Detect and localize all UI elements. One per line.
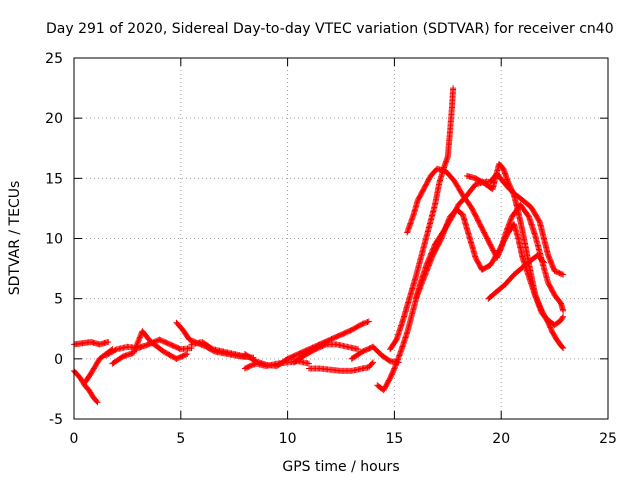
x-tick-label: 20: [492, 431, 510, 447]
y-tick-label: 25: [45, 51, 63, 67]
x-axis-label: GPS time / hours: [282, 459, 399, 475]
data-point: [560, 313, 567, 320]
data-point: [559, 314, 566, 321]
x-tick-label: 15: [385, 431, 403, 447]
data-point: [112, 346, 119, 353]
grid-lines: [74, 58, 608, 419]
y-tick-label: 0: [54, 352, 63, 368]
data-point: [560, 271, 567, 278]
data-point: [540, 259, 547, 266]
x-tick-label: 0: [70, 431, 79, 447]
data-point: [94, 399, 101, 406]
data-point: [560, 345, 567, 351]
data-point: [559, 344, 566, 351]
data-point: [355, 346, 362, 353]
x-tick-label: 5: [176, 431, 185, 447]
data-point: [105, 339, 112, 345]
y-tick-label: 5: [54, 292, 63, 308]
y-axis-ticks: -5 0 5 10 15 20 25: [45, 51, 608, 428]
data-point: [540, 258, 546, 265]
y-tick-label: -5: [49, 412, 63, 428]
data-point: [450, 85, 457, 92]
y-axis-label: SDTVAR / TECUs: [7, 181, 23, 296]
y-tick-label: 10: [45, 232, 63, 248]
x-axis-ticks: 0 5 10 15 20 25: [70, 58, 617, 447]
data-points: [71, 85, 567, 406]
data-point: [369, 360, 376, 367]
x-tick-label: 25: [599, 431, 617, 447]
data-point: [365, 318, 372, 325]
y-tick-label: 15: [45, 171, 63, 187]
data-point: [560, 307, 567, 314]
data-point: [370, 359, 376, 366]
plot-frame: [73, 57, 609, 420]
x-tick-label: 10: [279, 431, 297, 447]
data-point: [184, 351, 191, 357]
y-tick-label: 20: [45, 111, 63, 127]
chart-title: Day 291 of 2020, Sidereal Day-to-day VTE…: [46, 21, 614, 37]
data-point: [183, 351, 189, 358]
data-point: [93, 398, 100, 405]
